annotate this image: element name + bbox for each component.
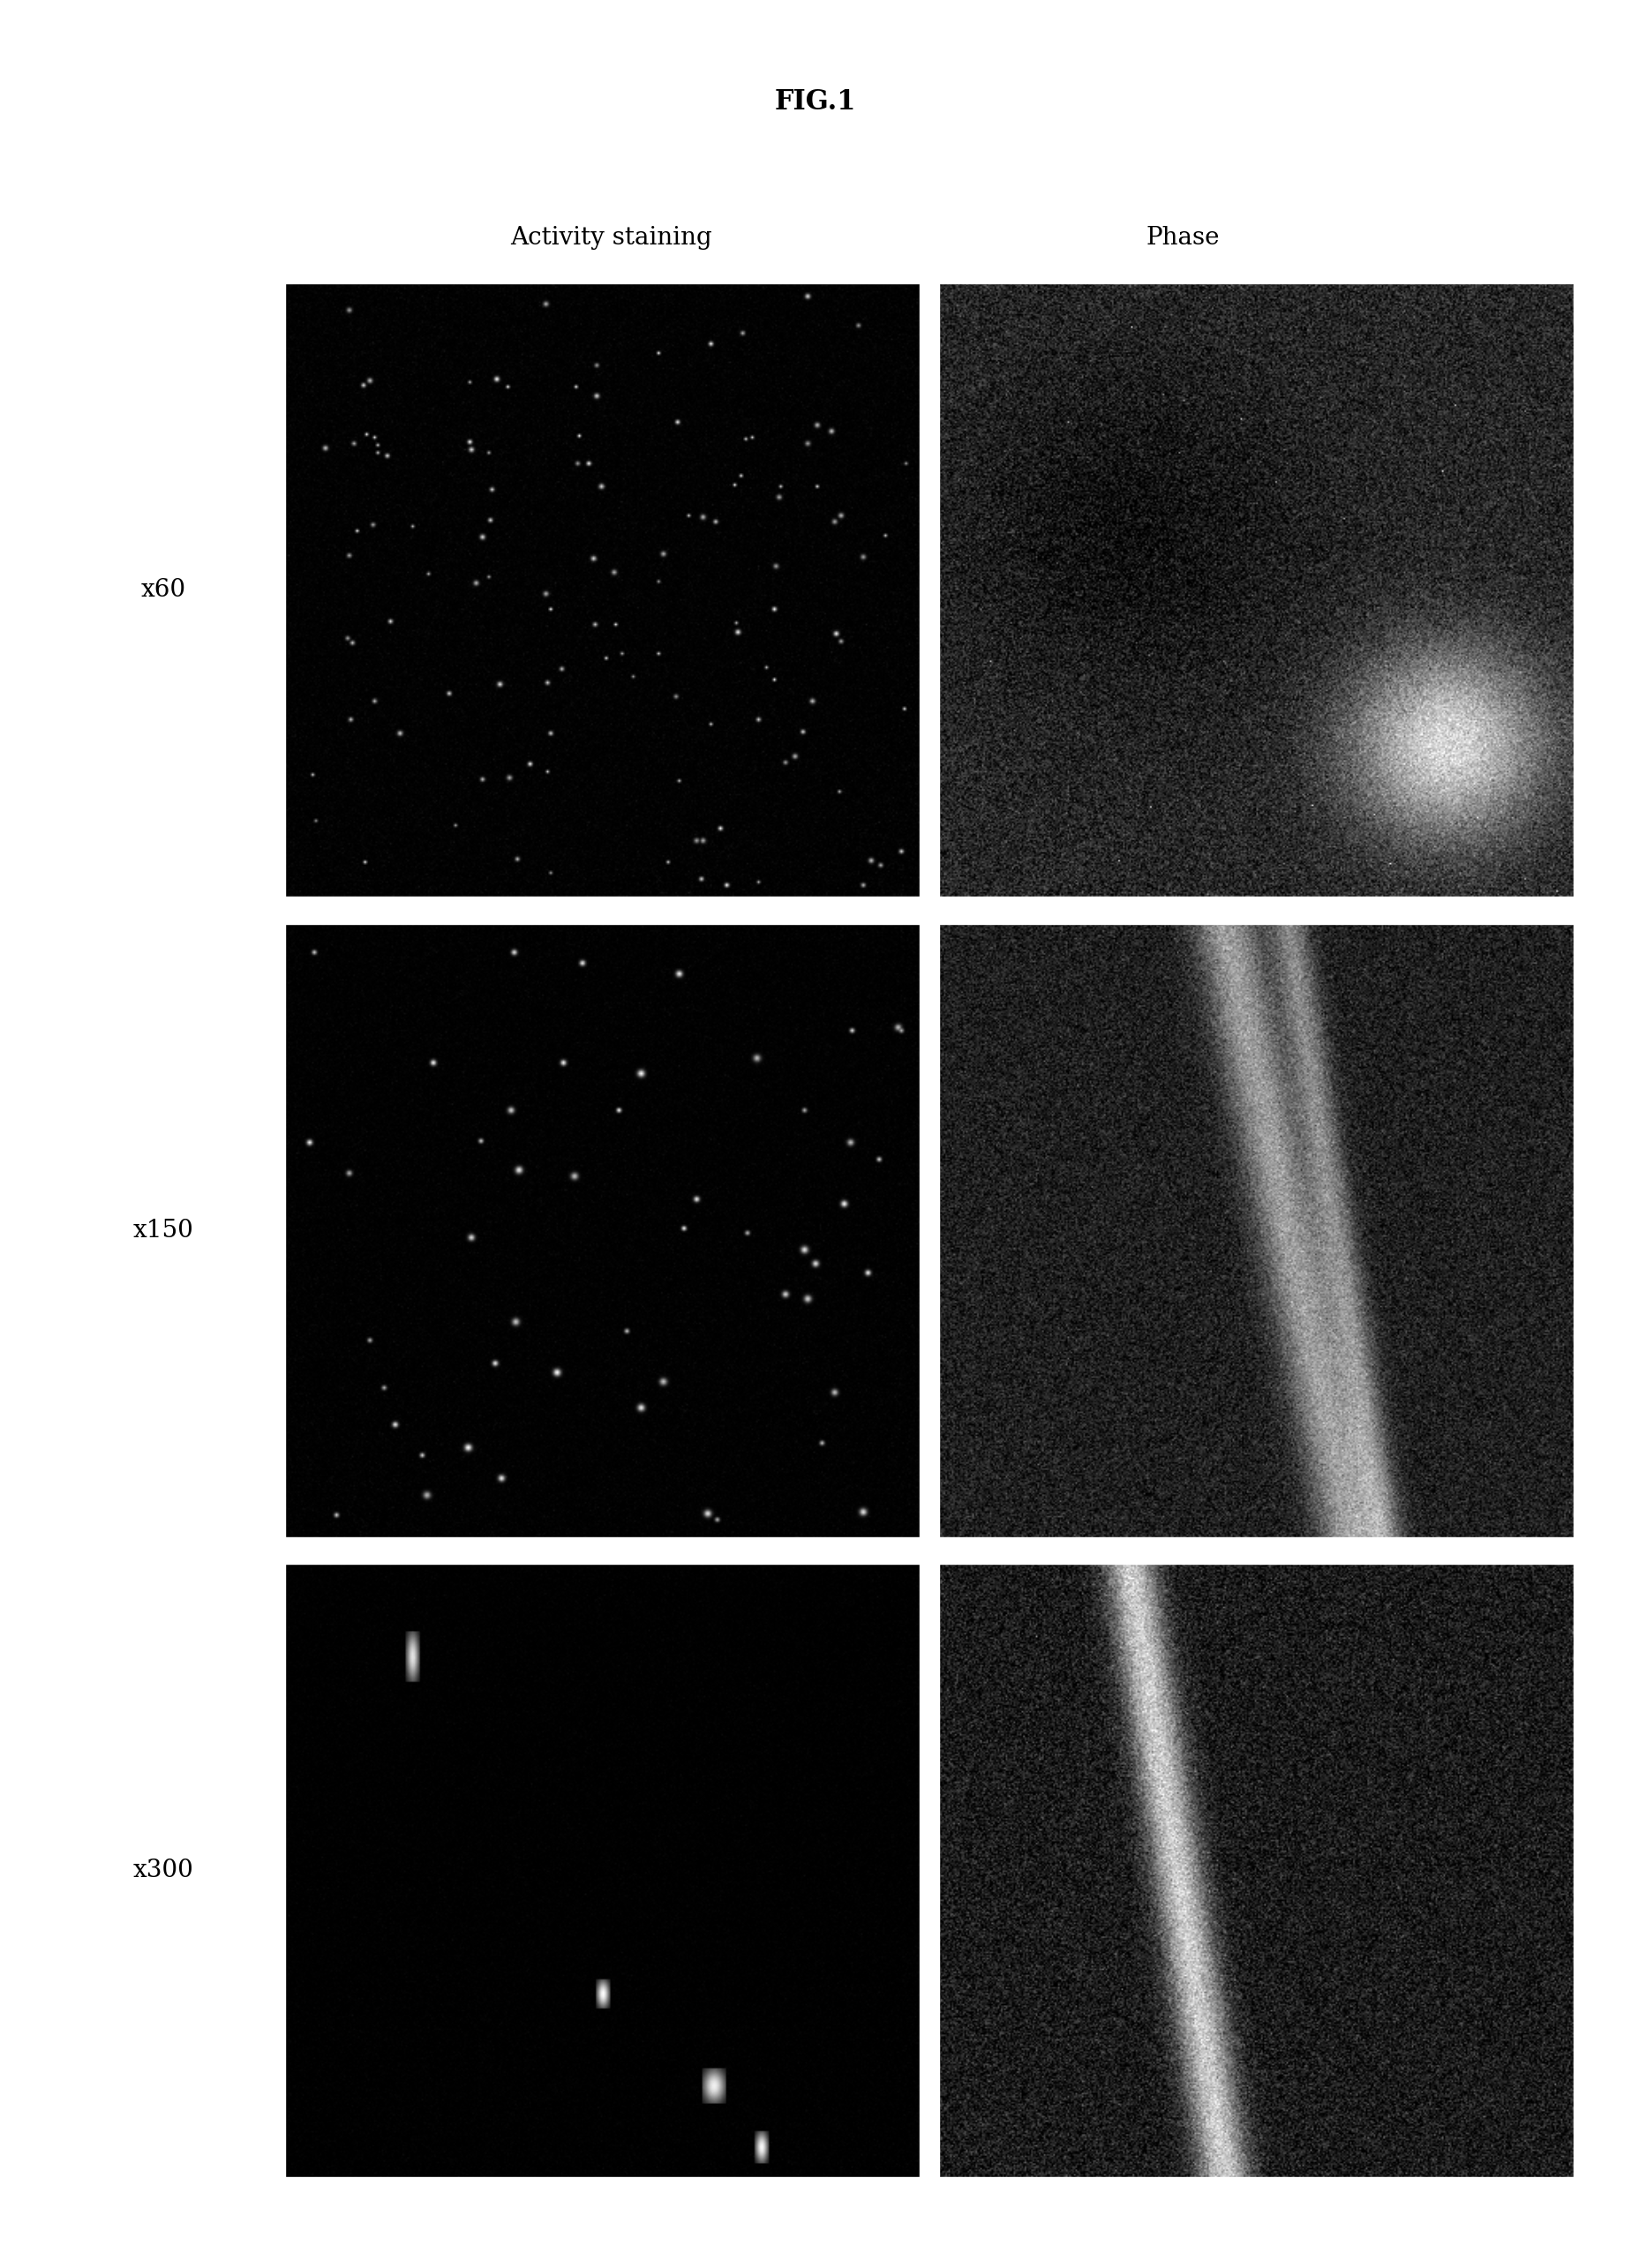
Text: FIG.1: FIG.1: [775, 88, 856, 116]
Text: x300: x300: [132, 1860, 194, 1882]
Text: x60: x60: [140, 578, 186, 601]
Text: Phase: Phase: [1145, 227, 1220, 249]
Text: Activity staining: Activity staining: [511, 227, 713, 249]
Text: x150: x150: [132, 1218, 194, 1243]
